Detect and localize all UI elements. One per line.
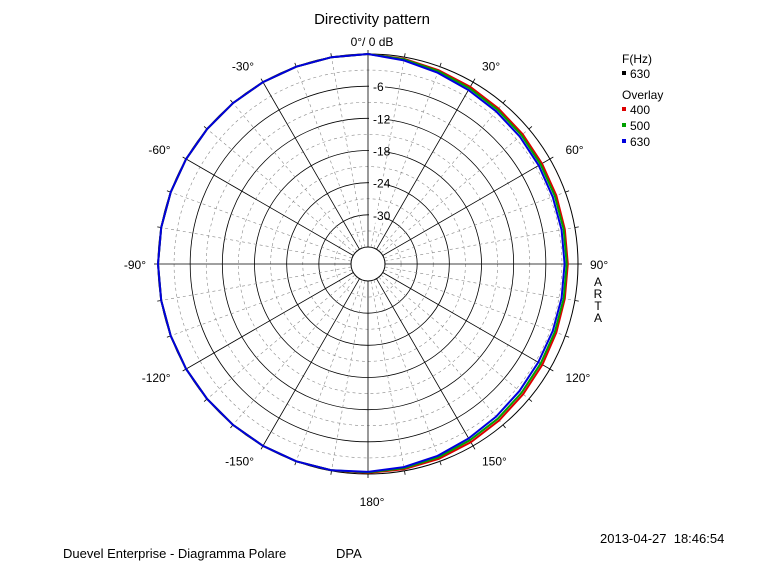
angle-tick [439, 62, 442, 67]
minor-spoke [161, 227, 352, 262]
angle-tick [574, 226, 579, 228]
minor-spoke [370, 280, 405, 471]
minor-spoke [378, 276, 504, 426]
angle-tick [404, 470, 406, 475]
minor-spoke [295, 66, 363, 249]
minor-spoke [378, 102, 504, 252]
angle-tick [549, 156, 554, 160]
ring-label: -18 [373, 145, 391, 159]
angle-label: -30° [232, 60, 254, 74]
side-text-letter: T [594, 299, 602, 313]
minor-spoke [170, 269, 353, 337]
angle-label: -60° [148, 143, 170, 157]
angle-label: -90° [124, 258, 146, 272]
legend-overlay-header: Overlay [622, 88, 663, 102]
side-text-letter: A [594, 311, 602, 325]
legend-label-500: 500 [630, 119, 650, 133]
angle-tick [565, 335, 570, 338]
angle-label: 30° [482, 60, 500, 74]
footer-right-text: DPA [336, 546, 362, 561]
minor-spoke [383, 269, 566, 337]
major-spoke [185, 158, 354, 256]
angle-label: 180° [360, 495, 385, 509]
angle-tick [528, 126, 533, 130]
timestamp: 2013-04-27 18:46:54 [600, 531, 725, 546]
major-spoke [382, 158, 551, 256]
angle-tick [404, 53, 406, 58]
ring-label: -6 [373, 80, 384, 94]
minor-spoke [383, 191, 566, 259]
ring-label-bg [369, 113, 385, 127]
polar-grid [154, 50, 582, 478]
angle-label: 120° [565, 371, 590, 385]
major-spoke [376, 278, 474, 447]
major-spoke [185, 272, 354, 370]
legend-freq-value: 630 [630, 67, 650, 81]
footer-left-text: Duevel Enterprise - Diagramma Polare [63, 546, 287, 561]
minor-spoke [206, 274, 356, 400]
angle-label: 90° [590, 258, 608, 272]
major-spoke [262, 278, 360, 447]
chart-title: Directivity pattern [314, 11, 430, 28]
legend-swatch-630 [622, 139, 626, 143]
minor-spoke [373, 279, 441, 462]
minor-spoke [331, 57, 366, 248]
major-spoke [376, 81, 474, 250]
minor-spoke [232, 276, 358, 426]
ring-label: -24 [373, 177, 391, 191]
series-line-630 [156, 52, 566, 473]
angle-tick [565, 190, 570, 193]
angle-tick [439, 461, 442, 466]
minor-spoke [384, 227, 575, 262]
legend-label-400: 400 [630, 103, 650, 117]
ring-label: -30 [373, 209, 391, 223]
legend-freq-swatch [622, 71, 626, 75]
minor-spoke [331, 280, 366, 471]
legend-freq-header: F(Hz) [622, 52, 652, 66]
angle-label: 60° [565, 143, 583, 157]
legend-swatch-500 [622, 123, 626, 127]
major-spoke [262, 81, 360, 250]
angle-tick [502, 424, 506, 429]
angle-tick [472, 78, 476, 83]
legend-swatch-400 [622, 107, 626, 111]
polar-series [156, 52, 569, 474]
ring-label: -12 [373, 112, 391, 126]
angle-tick [528, 398, 533, 402]
ring-label-bg [369, 209, 385, 223]
angle-label: -120° [142, 371, 171, 385]
top-label: 0°/ 0 dB [351, 35, 394, 49]
center-ring [350, 246, 386, 282]
minor-spoke [380, 128, 530, 254]
ring-label-bg [369, 177, 385, 191]
angle-tick [574, 300, 579, 302]
minor-spoke [170, 191, 353, 259]
ring-label-bg [369, 81, 385, 95]
minor-spoke [380, 274, 530, 400]
angle-tick [472, 445, 476, 450]
side-text-letter: R [594, 287, 603, 301]
angle-tick [502, 99, 506, 104]
angle-tick [330, 470, 332, 475]
angle-label: -150° [225, 454, 254, 468]
major-spoke [382, 272, 551, 370]
angle-tick [549, 368, 554, 372]
minor-spoke [206, 128, 356, 254]
legend-label-630: 630 [630, 135, 650, 149]
side-text-letter: A [594, 275, 602, 289]
minor-spoke [232, 102, 358, 252]
polar-labels: -6 -12 -18 -24 -30 0°/ 0 dB 30° 60° 90° 120° 150° 1… [124, 35, 609, 509]
minor-spoke [161, 266, 352, 301]
minor-spoke [384, 266, 575, 301]
ring-label-bg [369, 145, 385, 159]
minor-spoke [295, 279, 363, 462]
angle-label: 150° [482, 454, 507, 468]
